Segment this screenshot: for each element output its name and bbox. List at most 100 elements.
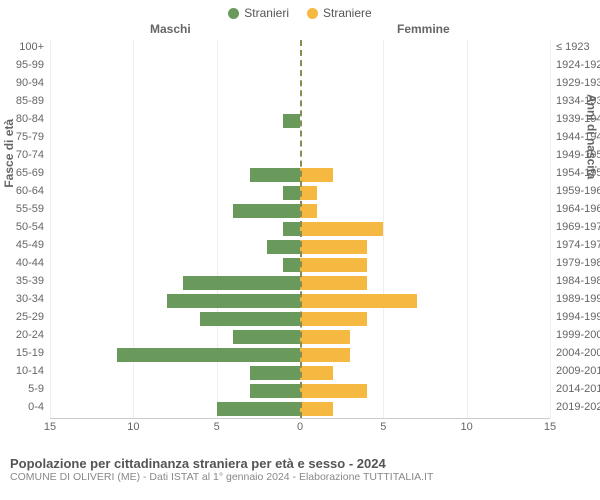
x-tick: 10 xyxy=(461,421,473,433)
age-group-label: 10-14 xyxy=(16,365,44,377)
birth-year-label: 1959-1963 xyxy=(556,185,600,197)
x-tick: 5 xyxy=(214,421,220,433)
pyramid-row: 60-641959-1963 xyxy=(50,184,550,202)
bar-male xyxy=(283,258,300,272)
pyramid-row: 30-341989-1993 xyxy=(50,292,550,310)
age-group-label: 20-24 xyxy=(16,329,44,341)
x-tick: 0 xyxy=(297,421,303,433)
birth-year-label: 2004-2008 xyxy=(556,347,600,359)
birth-year-label: 1924-1928 xyxy=(556,59,600,71)
bar-male xyxy=(233,330,300,344)
birth-year-label: 1954-1958 xyxy=(556,167,600,179)
x-tick: 15 xyxy=(44,421,56,433)
bar-female xyxy=(300,204,317,218)
age-group-label: 45-49 xyxy=(16,239,44,251)
bar-female xyxy=(300,402,333,416)
age-group-label: 15-19 xyxy=(16,347,44,359)
bar-female xyxy=(300,168,333,182)
pyramid-row: 55-591964-1968 xyxy=(50,202,550,220)
age-group-label: 75-79 xyxy=(16,131,44,143)
bar-male xyxy=(283,114,300,128)
bar-male xyxy=(233,204,300,218)
birth-year-label: 1949-1953 xyxy=(556,149,600,161)
birth-year-label: 1979-1983 xyxy=(556,257,600,269)
bar-female xyxy=(300,366,333,380)
birth-year-label: 1974-1978 xyxy=(556,239,600,251)
pyramid-row: 15-192004-2008 xyxy=(50,346,550,364)
age-group-label: 95-99 xyxy=(16,59,44,71)
birth-year-label: 1989-1993 xyxy=(556,293,600,305)
birth-year-label: 1934-1938 xyxy=(556,95,600,107)
birth-year-label: 1944-1948 xyxy=(556,131,600,143)
bar-female xyxy=(300,330,350,344)
legend-item-male: Stranieri xyxy=(228,6,289,20)
male-swatch xyxy=(228,8,239,19)
bar-female xyxy=(300,294,417,308)
age-group-label: 0-4 xyxy=(28,401,44,413)
birth-year-label: 1964-1968 xyxy=(556,203,600,215)
birth-year-label: 1939-1943 xyxy=(556,113,600,125)
x-tick: 10 xyxy=(127,421,139,433)
age-group-label: 70-74 xyxy=(16,149,44,161)
pyramid-row: 70-741949-1953 xyxy=(50,148,550,166)
pyramid-row: 35-391984-1988 xyxy=(50,274,550,292)
bar-male xyxy=(200,312,300,326)
x-tick: 15 xyxy=(544,421,556,433)
bar-male xyxy=(283,222,300,236)
birth-year-label: 2019-2023 xyxy=(556,401,600,413)
birth-year-label: 1994-1998 xyxy=(556,311,600,323)
pyramid-row: 0-42019-2023 xyxy=(50,400,550,418)
pyramid-row: 25-291994-1998 xyxy=(50,310,550,328)
female-swatch xyxy=(307,8,318,19)
age-group-label: 60-64 xyxy=(16,185,44,197)
pyramid-row: 50-541969-1973 xyxy=(50,220,550,238)
birth-year-label: 2014-2018 xyxy=(556,383,600,395)
caption: Popolazione per cittadinanza straniera p… xyxy=(0,452,600,483)
age-group-label: 25-29 xyxy=(16,311,44,323)
pyramid-row: 45-491974-1978 xyxy=(50,238,550,256)
bar-female xyxy=(300,312,367,326)
bar-male xyxy=(267,240,300,254)
bar-male xyxy=(250,366,300,380)
caption-subtitle: COMUNE DI OLIVERI (ME) - Dati ISTAT al 1… xyxy=(10,471,590,483)
bar-male xyxy=(217,402,300,416)
pyramid-row: 90-941929-1933 xyxy=(50,76,550,94)
age-group-label: 90-94 xyxy=(16,77,44,89)
x-axis: 15105051015 xyxy=(50,418,550,441)
birth-year-label: 1999-2003 xyxy=(556,329,600,341)
age-group-label: 100+ xyxy=(19,41,44,53)
bar-female xyxy=(300,384,367,398)
bar-male xyxy=(283,186,300,200)
age-group-label: 30-34 xyxy=(16,293,44,305)
legend: Stranieri Straniere xyxy=(0,0,600,22)
age-group-label: 5-9 xyxy=(28,383,44,395)
legend-label-female: Straniere xyxy=(323,6,372,20)
bar-female xyxy=(300,258,367,272)
bar-female xyxy=(300,240,367,254)
pyramid-row: 80-841939-1943 xyxy=(50,112,550,130)
legend-item-female: Straniere xyxy=(307,6,372,20)
birth-year-label: 1984-1988 xyxy=(556,275,600,287)
chart-area: Maschi Femmine Fasce di età Anni di nasc… xyxy=(0,22,600,452)
pyramid-row: 20-241999-2003 xyxy=(50,328,550,346)
age-group-label: 40-44 xyxy=(16,257,44,269)
age-group-label: 35-39 xyxy=(16,275,44,287)
legend-label-male: Stranieri xyxy=(244,6,289,20)
birth-year-label: 2009-2013 xyxy=(556,365,600,377)
pyramid-row: 85-891934-1938 xyxy=(50,94,550,112)
pyramid-row: 100+≤ 1923 xyxy=(50,40,550,58)
pyramid-rows: 100+≤ 192395-991924-192890-941929-193385… xyxy=(50,40,550,418)
bar-female xyxy=(300,186,317,200)
pyramid-row: 10-142009-2013 xyxy=(50,364,550,382)
bar-male xyxy=(250,384,300,398)
x-tick: 5 xyxy=(380,421,386,433)
bar-female xyxy=(300,348,350,362)
y-axis-title-left: Fasce di età xyxy=(2,119,16,188)
age-group-label: 55-59 xyxy=(16,203,44,215)
birth-year-label: ≤ 1923 xyxy=(556,41,590,53)
pyramid-row: 5-92014-2018 xyxy=(50,382,550,400)
birth-year-label: 1969-1973 xyxy=(556,221,600,233)
pyramid-row: 75-791944-1948 xyxy=(50,130,550,148)
pyramid-row: 40-441979-1983 xyxy=(50,256,550,274)
caption-title: Popolazione per cittadinanza straniera p… xyxy=(10,456,590,471)
